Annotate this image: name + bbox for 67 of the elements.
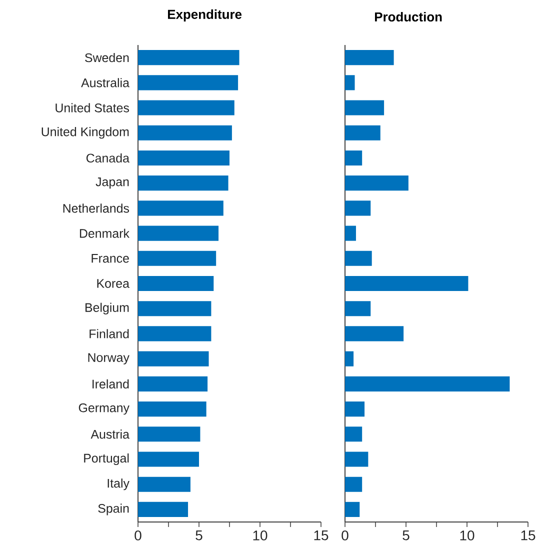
y-tick-label: Spain [98,504,129,516]
chart-title: Expenditure [168,9,242,22]
x-tick-label: 0 [134,530,142,540]
bar [345,351,354,366]
y-tick-label: Austria [90,430,130,439]
chart-title: Production [375,12,442,22]
y-tick-label: Australia [81,78,130,88]
y-tick-label: Netherlands [63,204,130,213]
bar [138,150,230,166]
bar [345,326,404,342]
bar [138,426,200,442]
bar [138,452,199,467]
bar [345,125,380,140]
x-tick-label: 0 [342,530,348,540]
y-tick-label: Belgium [86,302,129,314]
bar [138,226,219,241]
y-tick-label: Japan [96,178,129,189]
bar [138,100,234,116]
y-tick-label: Norway [88,353,130,364]
x-tick-label: 5 [196,530,202,540]
y-tick-label: Ireland [92,379,129,389]
bar [345,301,371,316]
y-tick-label: Korea [97,279,130,288]
bar [138,301,212,316]
bar [138,276,214,292]
bar [138,376,208,392]
y-tick-label: Finland [90,329,129,338]
bar [345,376,510,392]
bar [138,476,190,492]
y-tick-label: Germany [78,403,130,415]
bar [138,326,212,342]
bar [345,50,394,66]
bar [345,176,408,191]
y-tick-label: Portugal [84,453,129,466]
bar [345,150,362,166]
bar [138,125,232,140]
bar [138,351,209,366]
y-tick-label: Canada [86,153,130,163]
x-tick-label: 10 [253,530,268,540]
x-tick-label: 5 [402,530,410,540]
bar [345,426,362,442]
bar [138,502,188,517]
x-tick-label: 15 [314,530,328,540]
x-tick-label: 10 [460,530,474,540]
y-tick-label: Denmark [80,228,130,238]
bar [138,75,238,90]
y-tick-label: Italy [108,478,130,490]
bar [345,75,355,90]
bar [345,250,372,266]
bar [345,452,368,467]
bar [138,250,216,266]
bar [138,200,224,216]
bar [345,200,371,216]
x-tick-label: 15 [521,530,536,540]
bar [345,502,360,517]
y-tick-label: Sweden [85,52,129,62]
y-tick-label: United States [56,103,130,112]
bar [345,100,384,116]
bar [138,176,228,191]
y-tick-label: United Kingdom [42,127,129,139]
bar [345,276,468,292]
bar [345,226,356,241]
bar [138,50,240,66]
y-tick-label: France [92,254,129,263]
bar [138,402,206,417]
bar [345,402,365,417]
bar [345,476,362,492]
